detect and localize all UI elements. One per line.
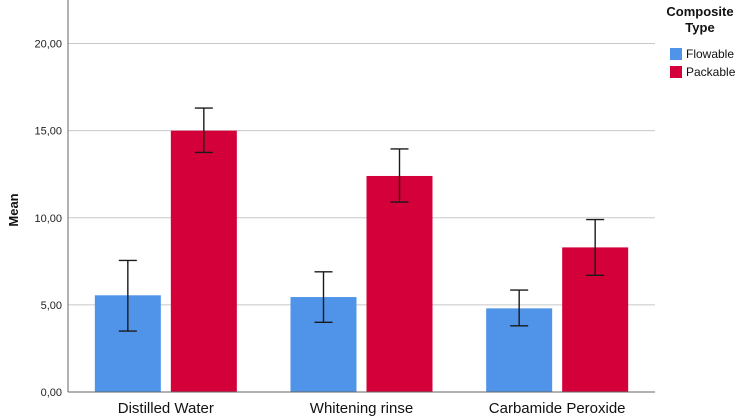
y-tick-label: 15,00 xyxy=(34,126,62,138)
bar-packable xyxy=(366,175,433,392)
x-category-label: Distilled Water xyxy=(118,400,214,417)
x-category-label: Carbamide Peroxide xyxy=(489,400,626,417)
y-axis-title: Mean xyxy=(6,193,21,226)
y-tick-label: 10,00 xyxy=(34,213,62,225)
legend-title-line1: Composite xyxy=(666,4,733,19)
x-category-label: Whitening rinse xyxy=(310,400,413,417)
y-tick-label: 20,00 xyxy=(34,39,62,51)
y-tick-label: 5,00 xyxy=(41,300,62,312)
legend-title-line2: Type xyxy=(685,20,714,35)
gridlines xyxy=(68,43,655,306)
legend-label-flowable: Flowable xyxy=(686,47,734,61)
y-tick-label: 0,00 xyxy=(41,387,62,399)
legend-swatch-flowable xyxy=(670,48,682,60)
bars xyxy=(94,130,629,392)
legend-label-packable: Packable xyxy=(686,65,736,79)
axes: 0,00 5,00 10,00 15,00 20,00 Distilled Water Wh… xyxy=(34,0,655,417)
error-bars xyxy=(118,107,605,332)
bar-packable xyxy=(170,130,237,392)
legend: Composite Type Flowable Packable xyxy=(666,4,735,79)
legend-swatch-packable xyxy=(670,66,682,78)
